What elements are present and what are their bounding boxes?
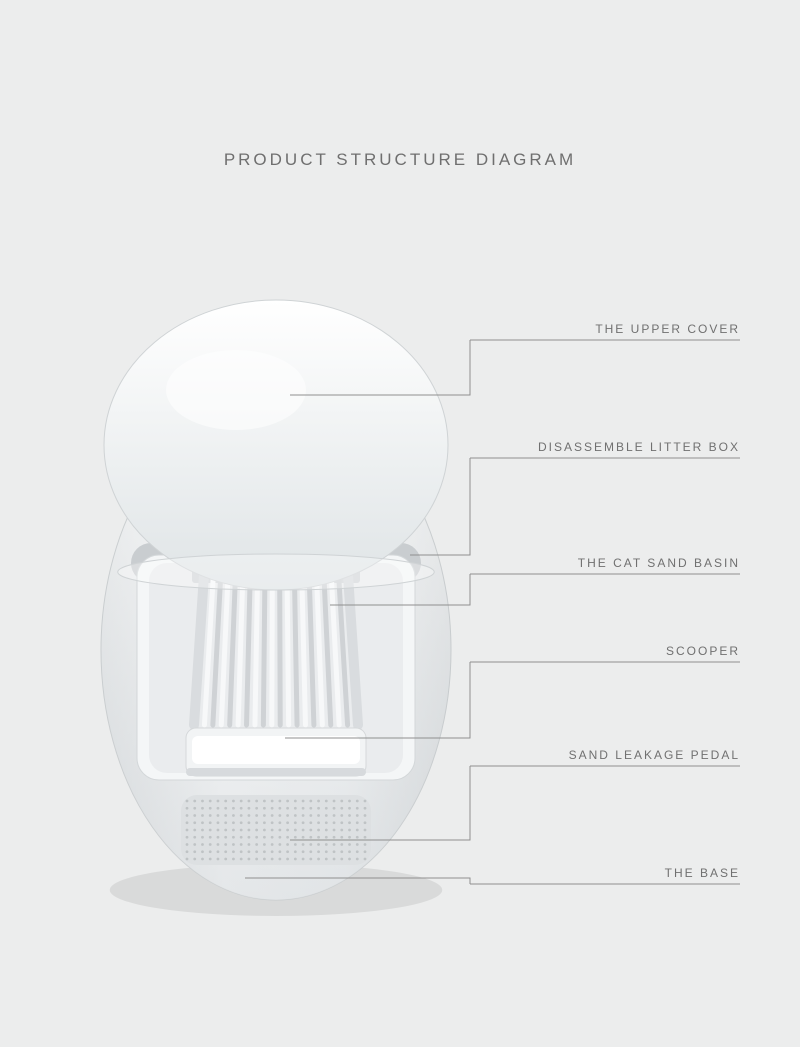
- callout-label-base: THE BASE: [665, 866, 740, 880]
- callout-label-litter-box: DISASSEMBLE LITTER BOX: [538, 440, 740, 454]
- leader-scooper: [285, 662, 470, 738]
- leader-upper-cover: [290, 340, 470, 395]
- diagram-title: PRODUCT STRUCTURE DIAGRAM: [0, 150, 800, 170]
- callout-label-leakage-pedal: SAND LEAKAGE PEDAL: [569, 748, 740, 762]
- callout-label-sand-basin: THE CAT SAND BASIN: [578, 556, 740, 570]
- leader-leakage-pedal: [290, 766, 470, 840]
- diagram-canvas: PRODUCT STRUCTURE DIAGRAM THE UPPER COVE…: [0, 0, 800, 1047]
- leader-base: [245, 878, 470, 884]
- leader-litter-box: [410, 458, 470, 555]
- leader-sand-basin: [330, 574, 470, 605]
- callout-label-scooper: SCOOPER: [666, 644, 740, 658]
- callout-label-upper-cover: THE UPPER COVER: [595, 322, 740, 336]
